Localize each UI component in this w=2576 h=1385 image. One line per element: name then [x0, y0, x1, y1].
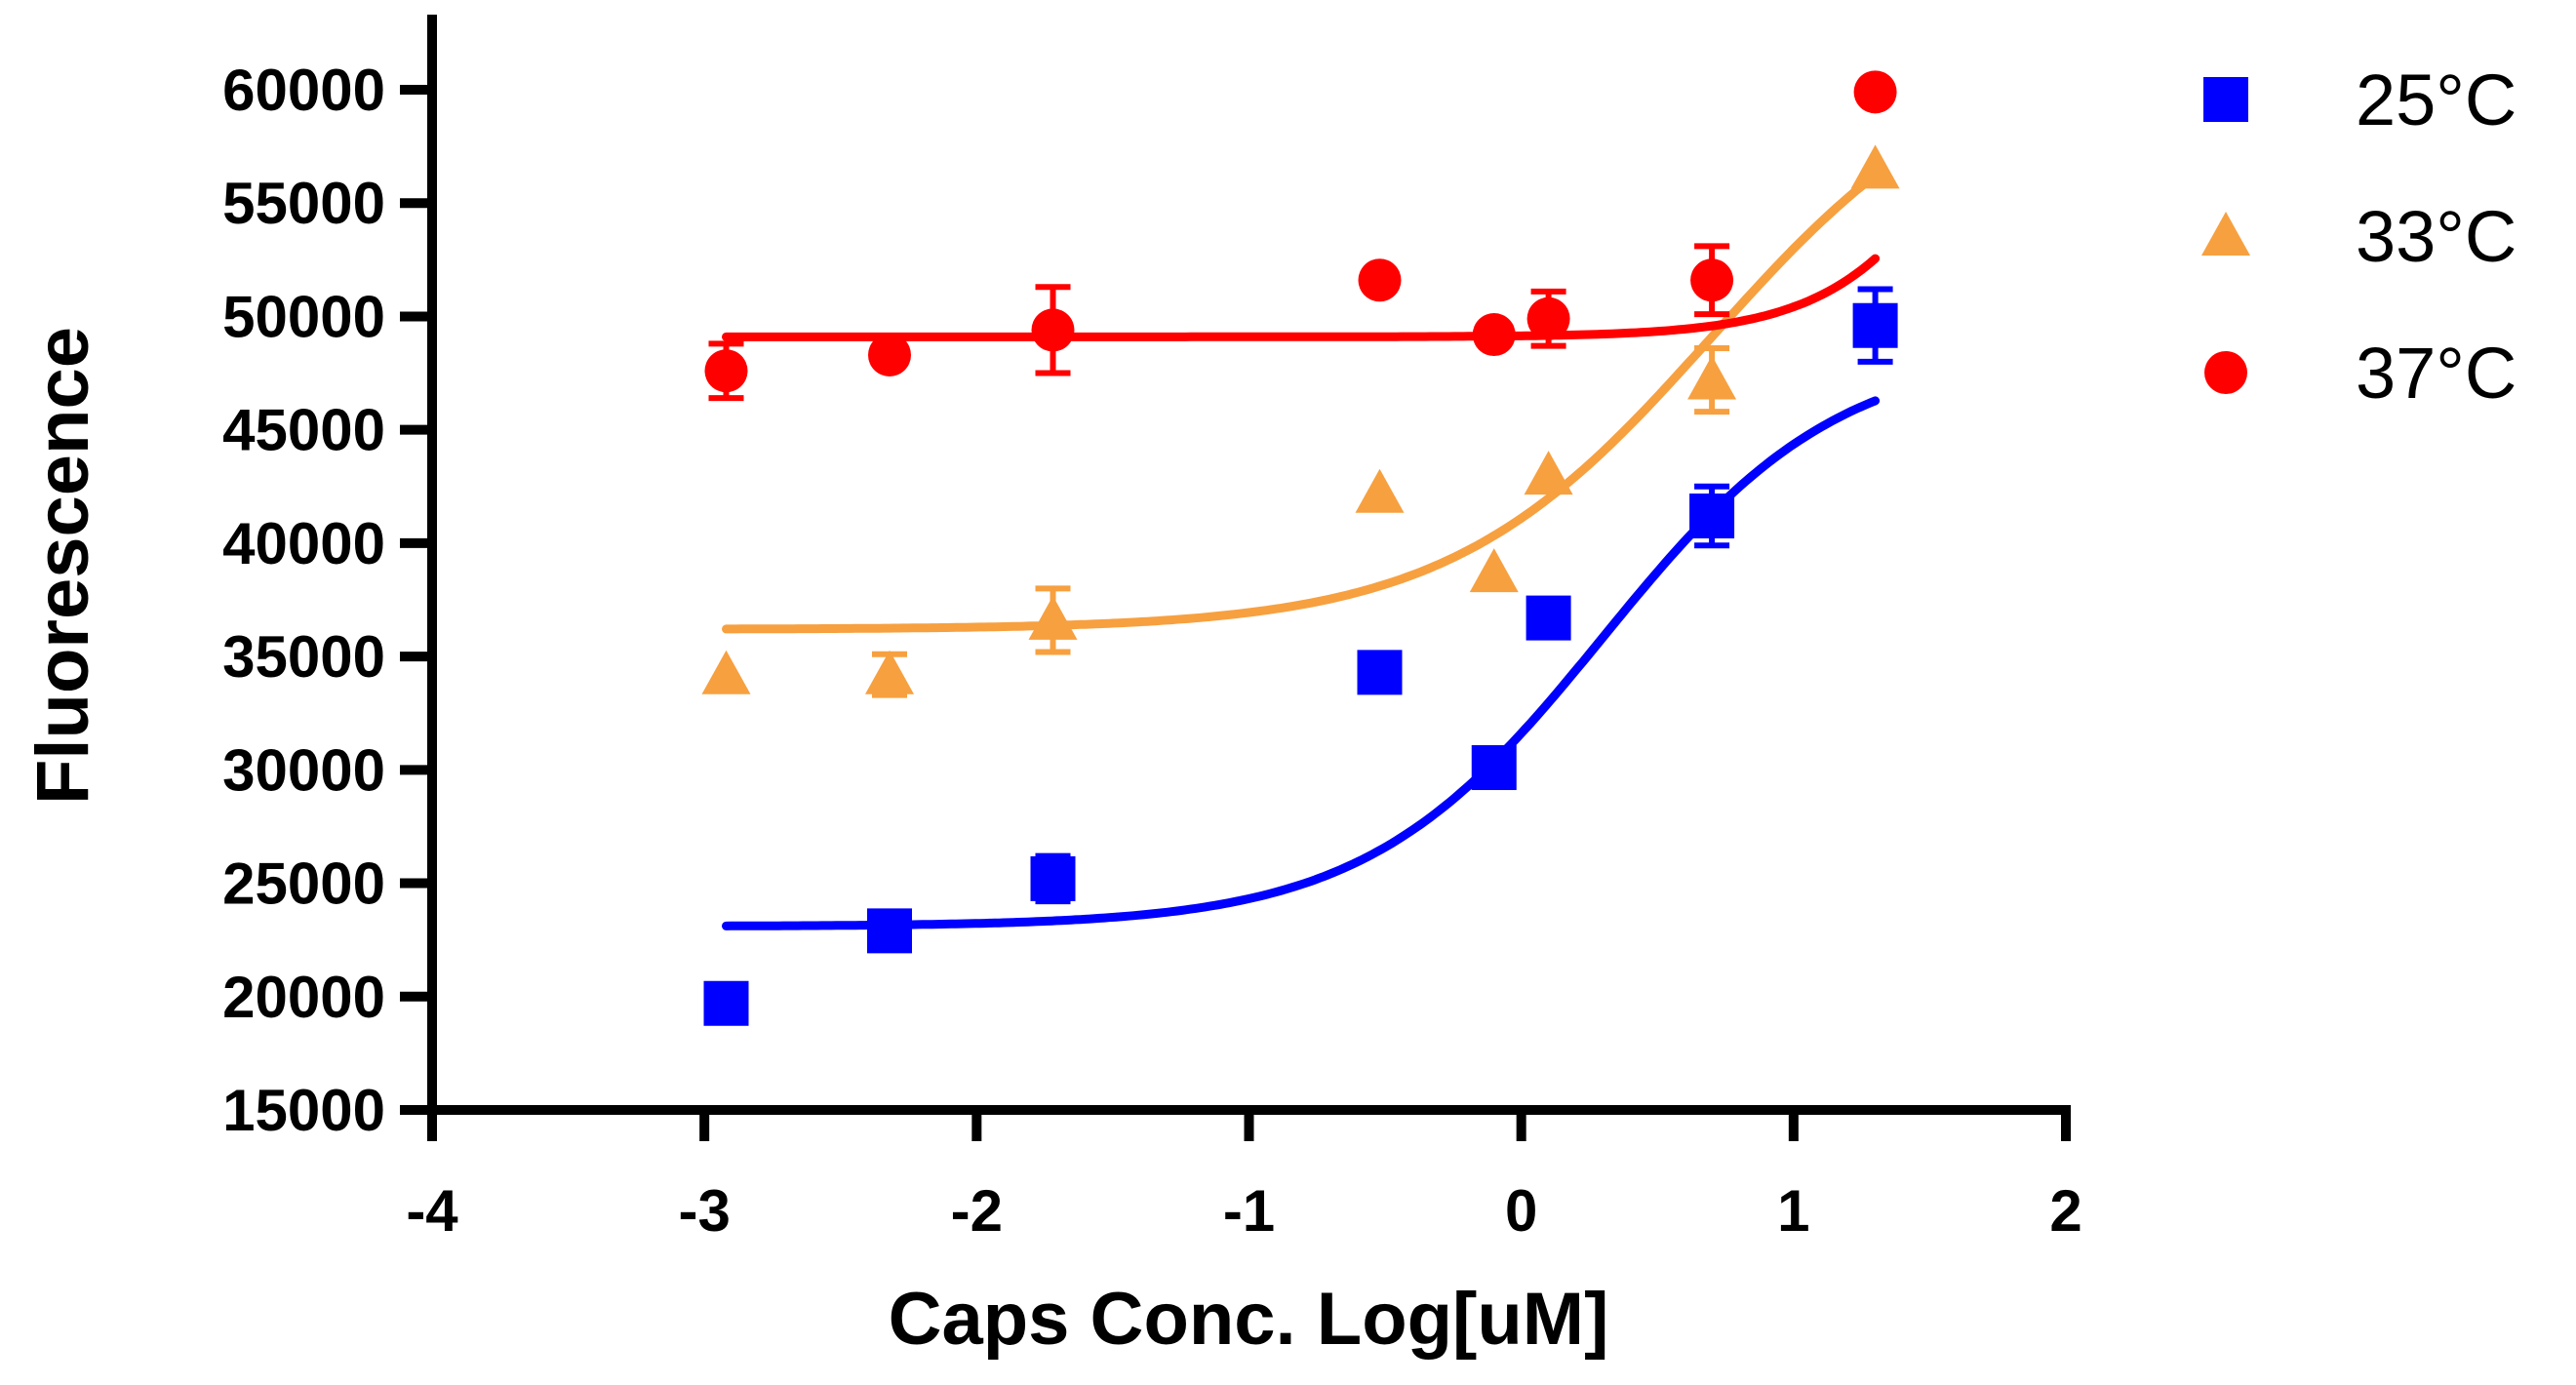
data-point-square — [1852, 302, 1898, 348]
legend-marker-circle — [2204, 351, 2247, 394]
data-point-triangle — [1028, 595, 1078, 640]
data-point-square — [867, 908, 912, 954]
data-point-triangle — [1524, 451, 1573, 495]
data-point-circle — [1358, 258, 1402, 302]
x-tick-label: 1 — [1777, 1178, 1809, 1244]
legend-marker-square — [2203, 77, 2248, 122]
legend: 25°C 33°C 37°C — [2201, 59, 2517, 414]
data-point-circle — [1690, 258, 1734, 302]
data-markers — [701, 70, 1900, 1026]
x-tick-label: -4 — [406, 1178, 458, 1244]
fit-curve-circle — [722, 254, 1881, 341]
data-point-triangle — [1687, 355, 1737, 400]
x-ticks: -4 -3 -2 -1 0 1 2 — [406, 1110, 2082, 1244]
data-point-triangle — [1355, 468, 1405, 513]
y-tick-label: 45000 — [222, 398, 385, 463]
y-tick-label: 60000 — [222, 58, 385, 123]
data-point-triangle — [1469, 548, 1519, 593]
y-tick-label: 25000 — [222, 851, 385, 917]
fit-curve-triangle — [722, 171, 1881, 634]
axes: 15000 20000 25000 30000 35000 40000 45000 50000… — [222, 15, 2082, 1244]
data-point-square — [1030, 855, 1076, 901]
data-point-triangle — [701, 650, 751, 694]
data-point-square — [1526, 595, 1571, 641]
legend-label: 25°C — [2356, 59, 2517, 140]
fit-curve-square — [722, 396, 1881, 930]
y-tick-label: 20000 — [222, 965, 385, 1030]
data-point-circle — [1853, 70, 1897, 114]
data-point-circle — [1031, 308, 1075, 352]
y-axis-title: Fluorescence — [21, 327, 104, 805]
data-point-circle — [1472, 313, 1516, 357]
x-tick-label: 2 — [2049, 1178, 2081, 1244]
data-point-circle — [704, 349, 748, 393]
data-point-square — [1689, 493, 1735, 538]
data-point-square — [1357, 650, 1403, 695]
y-tick-label: 15000 — [222, 1078, 385, 1143]
y-tick-label: 40000 — [222, 511, 385, 576]
data-point-circle — [868, 333, 911, 376]
y-tick-label: 35000 — [222, 624, 385, 690]
data-point-square — [703, 980, 749, 1026]
x-tick-label: -1 — [1223, 1178, 1275, 1244]
legend-label: 33°C — [2356, 196, 2517, 277]
data-point-circle — [1526, 297, 1570, 340]
x-tick-label: -2 — [951, 1178, 1003, 1244]
legend-marker-triangle — [2201, 212, 2250, 256]
data-point-triangle — [865, 650, 914, 694]
data-point-square — [1471, 745, 1517, 791]
y-tick-label: 50000 — [222, 284, 385, 349]
y-tick-label: 55000 — [222, 171, 385, 236]
x-axis-title: Caps Conc. Log[uM] — [889, 1278, 1609, 1361]
fit-curves — [722, 171, 1881, 930]
x-tick-label: -3 — [678, 1178, 730, 1244]
y-tick-label: 30000 — [222, 737, 385, 803]
data-point-triangle — [1850, 144, 1900, 189]
legend-label: 37°C — [2356, 333, 2517, 414]
y-ticks: 15000 20000 25000 30000 35000 40000 45000 50000… — [222, 58, 432, 1143]
x-tick-label: 0 — [1505, 1178, 1537, 1244]
